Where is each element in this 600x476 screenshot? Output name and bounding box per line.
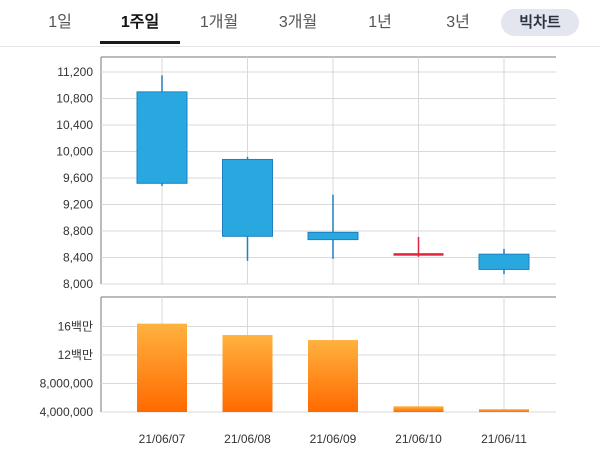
volume-bar	[393, 406, 444, 412]
price-tick-label: 11,200	[57, 65, 93, 79]
tab-1-year[interactable]: 1년	[368, 14, 392, 31]
period-tabs: 1일 1주일 1개월 3개월 1년 3년 빅차트	[0, 0, 600, 47]
price-tick-label: 8,000	[63, 277, 93, 291]
price-tick-label: 8,800	[63, 224, 93, 238]
volume-bar	[137, 323, 187, 412]
tab-1-week[interactable]: 1주일	[120, 14, 160, 31]
tab-3-years[interactable]: 3년	[446, 14, 470, 31]
active-tab-underline	[100, 41, 180, 44]
candle-body	[478, 253, 530, 270]
price-tick-label: 10,800	[56, 92, 93, 106]
volume-bar	[222, 335, 273, 412]
tab-1-month[interactable]: 1개월	[199, 14, 239, 31]
candle-body	[307, 231, 359, 241]
date-tick-label: 21/06/09	[310, 432, 357, 446]
price-tick-label: 10,400	[56, 118, 93, 132]
volume-tick-label: 4,000,000	[40, 405, 94, 419]
volume-bar	[479, 409, 529, 412]
candle-body	[393, 253, 444, 256]
volume-tick-label: 12백만	[58, 348, 93, 362]
tab-1-day[interactable]: 1일	[48, 14, 72, 31]
price-tick-label: 9,600	[63, 171, 93, 185]
price-tick-label: 9,200	[63, 198, 93, 212]
date-tick-label: 21/06/07	[139, 432, 186, 446]
date-tick-label: 21/06/10	[395, 432, 442, 446]
candle-body	[222, 158, 273, 237]
volume-tick-label: 16백만	[58, 320, 93, 334]
candle-body	[136, 91, 188, 184]
date-tick-label: 21/06/08	[224, 432, 271, 446]
volume-tick-label: 8,000,000	[40, 377, 94, 391]
tab-3-months[interactable]: 3개월	[278, 14, 318, 31]
volume-bar	[308, 340, 358, 412]
price-tick-label: 10,000	[56, 145, 93, 159]
price-tick-label: 8,400	[63, 251, 93, 265]
date-tick-label: 21/06/11	[481, 432, 527, 446]
big-chart-button[interactable]: 빅차트	[501, 9, 579, 36]
